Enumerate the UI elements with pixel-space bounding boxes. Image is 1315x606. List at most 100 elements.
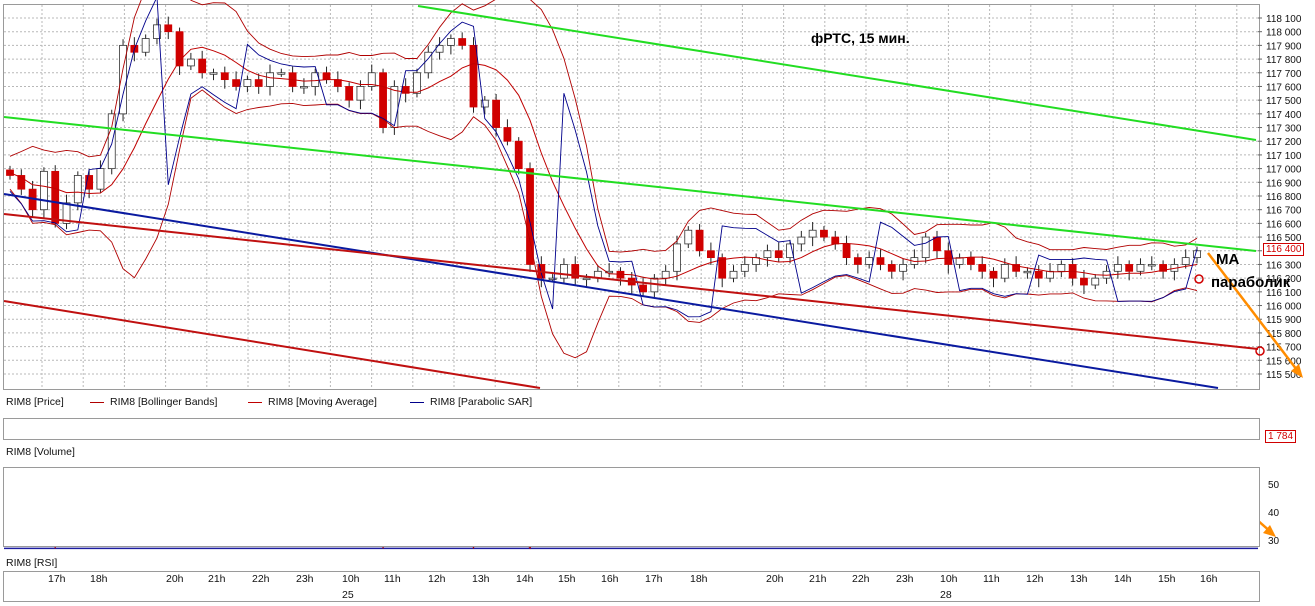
y-tick-label: 116 200 [1266,274,1302,285]
candle [1136,264,1145,272]
ma-annotation: MA [1216,251,1240,268]
candle [718,257,727,279]
time-tick-label: 21h [809,573,827,585]
candle [526,168,534,265]
time-tick-label: 17h [48,573,66,585]
candle [1057,264,1066,272]
candle [876,257,885,265]
time-tick-label: 14h [1114,573,1132,585]
trend-red-line [3,213,1259,350]
candle [300,86,308,89]
candle [695,229,704,252]
y-tick-label: 117 800 [1266,55,1302,66]
price-forecast-arrow [1207,252,1301,375]
candle [842,243,851,259]
candle [1147,264,1156,267]
candle [96,168,105,190]
time-tick-label: 14h [516,573,534,585]
time-tick-label: 11h [384,573,401,585]
channel-upper-line [417,5,1257,141]
candle [967,257,975,265]
y-tick-label: 118 000 [1266,28,1302,39]
legend-bollinger: RIM8 [Bollinger Bands] [90,396,217,408]
parabolic-sar-line [9,0,1198,318]
candle [1012,264,1021,272]
y-tick-label: 115 700 [1266,343,1302,354]
candle [51,170,60,224]
y-tick-label: 117 400 [1266,110,1302,121]
candle [1159,264,1167,272]
y-tick-label: 117 600 [1266,82,1302,93]
time-tick-label: 20h [166,573,184,585]
legend-bollinger-label: RIM8 [Bollinger Bands] [110,396,218,408]
candle [1080,277,1088,286]
candle [820,229,828,238]
candle [865,257,874,265]
y-tick-label: 117 900 [1266,41,1302,52]
time-tick-label: 11h [983,573,1000,585]
candle [808,229,817,238]
rsi-panel [3,467,1260,547]
candle [390,86,399,128]
candle [571,264,580,279]
candle [345,86,354,101]
candle [887,264,896,272]
time-tick-label: 15h [1158,573,1176,585]
candle [107,113,116,170]
rsi-tick-label: 30 [1268,536,1280,547]
time-tick-label: 18h [690,573,708,585]
trend-red-lower-line [3,300,541,389]
candle [514,140,523,170]
candle [186,58,195,67]
candle [899,264,907,272]
candle [706,250,715,259]
candle [797,236,806,245]
candle [763,250,772,259]
candle [333,79,342,87]
y-tick-label: 117 200 [1266,137,1302,148]
time-tick-label: 13h [472,573,490,585]
candle [458,38,467,46]
legend-price-label: RIM8 [Price] [6,396,64,408]
price-forecast-arrowhead [1291,364,1303,378]
candle [831,236,840,245]
y-tick-label: 115 800 [1266,329,1302,340]
candle [175,31,184,67]
time-tick-label: 15h [558,573,576,585]
candle [469,44,478,108]
y-tick-label: 116 700 [1266,206,1302,217]
rsi-tick-label: 50 [1268,480,1280,491]
volume-last-box: 1 784 [1265,430,1297,443]
y-tick-label: 116 900 [1266,178,1302,189]
legend-ma-label: RIM8 [Moving Average] [268,396,377,408]
y-tick-label: 117 700 [1266,69,1302,80]
candle [446,38,455,46]
time-tick-label: 23h [896,573,914,585]
candle [73,175,82,204]
rsi-tick-label: 40 [1268,508,1280,519]
candle [853,257,862,265]
candle [661,270,670,279]
y-tick-label: 117 500 [1266,96,1302,107]
last-price-box: 116 400 [1263,243,1305,256]
y-tick-label: 117 000 [1266,165,1302,176]
candle [277,72,286,75]
trend-blue-line [3,193,1219,389]
parabolic-marker [1194,274,1204,284]
candle [548,277,557,281]
y-tick-label: 116 500 [1266,233,1302,244]
time-tick-label: 10h [940,573,958,585]
y-tick-label: 116 300 [1266,260,1302,271]
candle [266,72,274,87]
candle [978,264,987,272]
y-tick-label: 115 600 [1266,356,1302,367]
rsi-forecast-arrowhead [1263,525,1276,537]
time-tick-label: 16h [1200,573,1218,585]
candle [141,38,150,53]
candle [492,99,501,128]
candle [1193,250,1201,259]
candle [1046,270,1054,279]
y-tick-label: 115 500 [1266,370,1302,381]
candle [729,270,738,279]
time-tick-label: 20h [766,573,784,585]
